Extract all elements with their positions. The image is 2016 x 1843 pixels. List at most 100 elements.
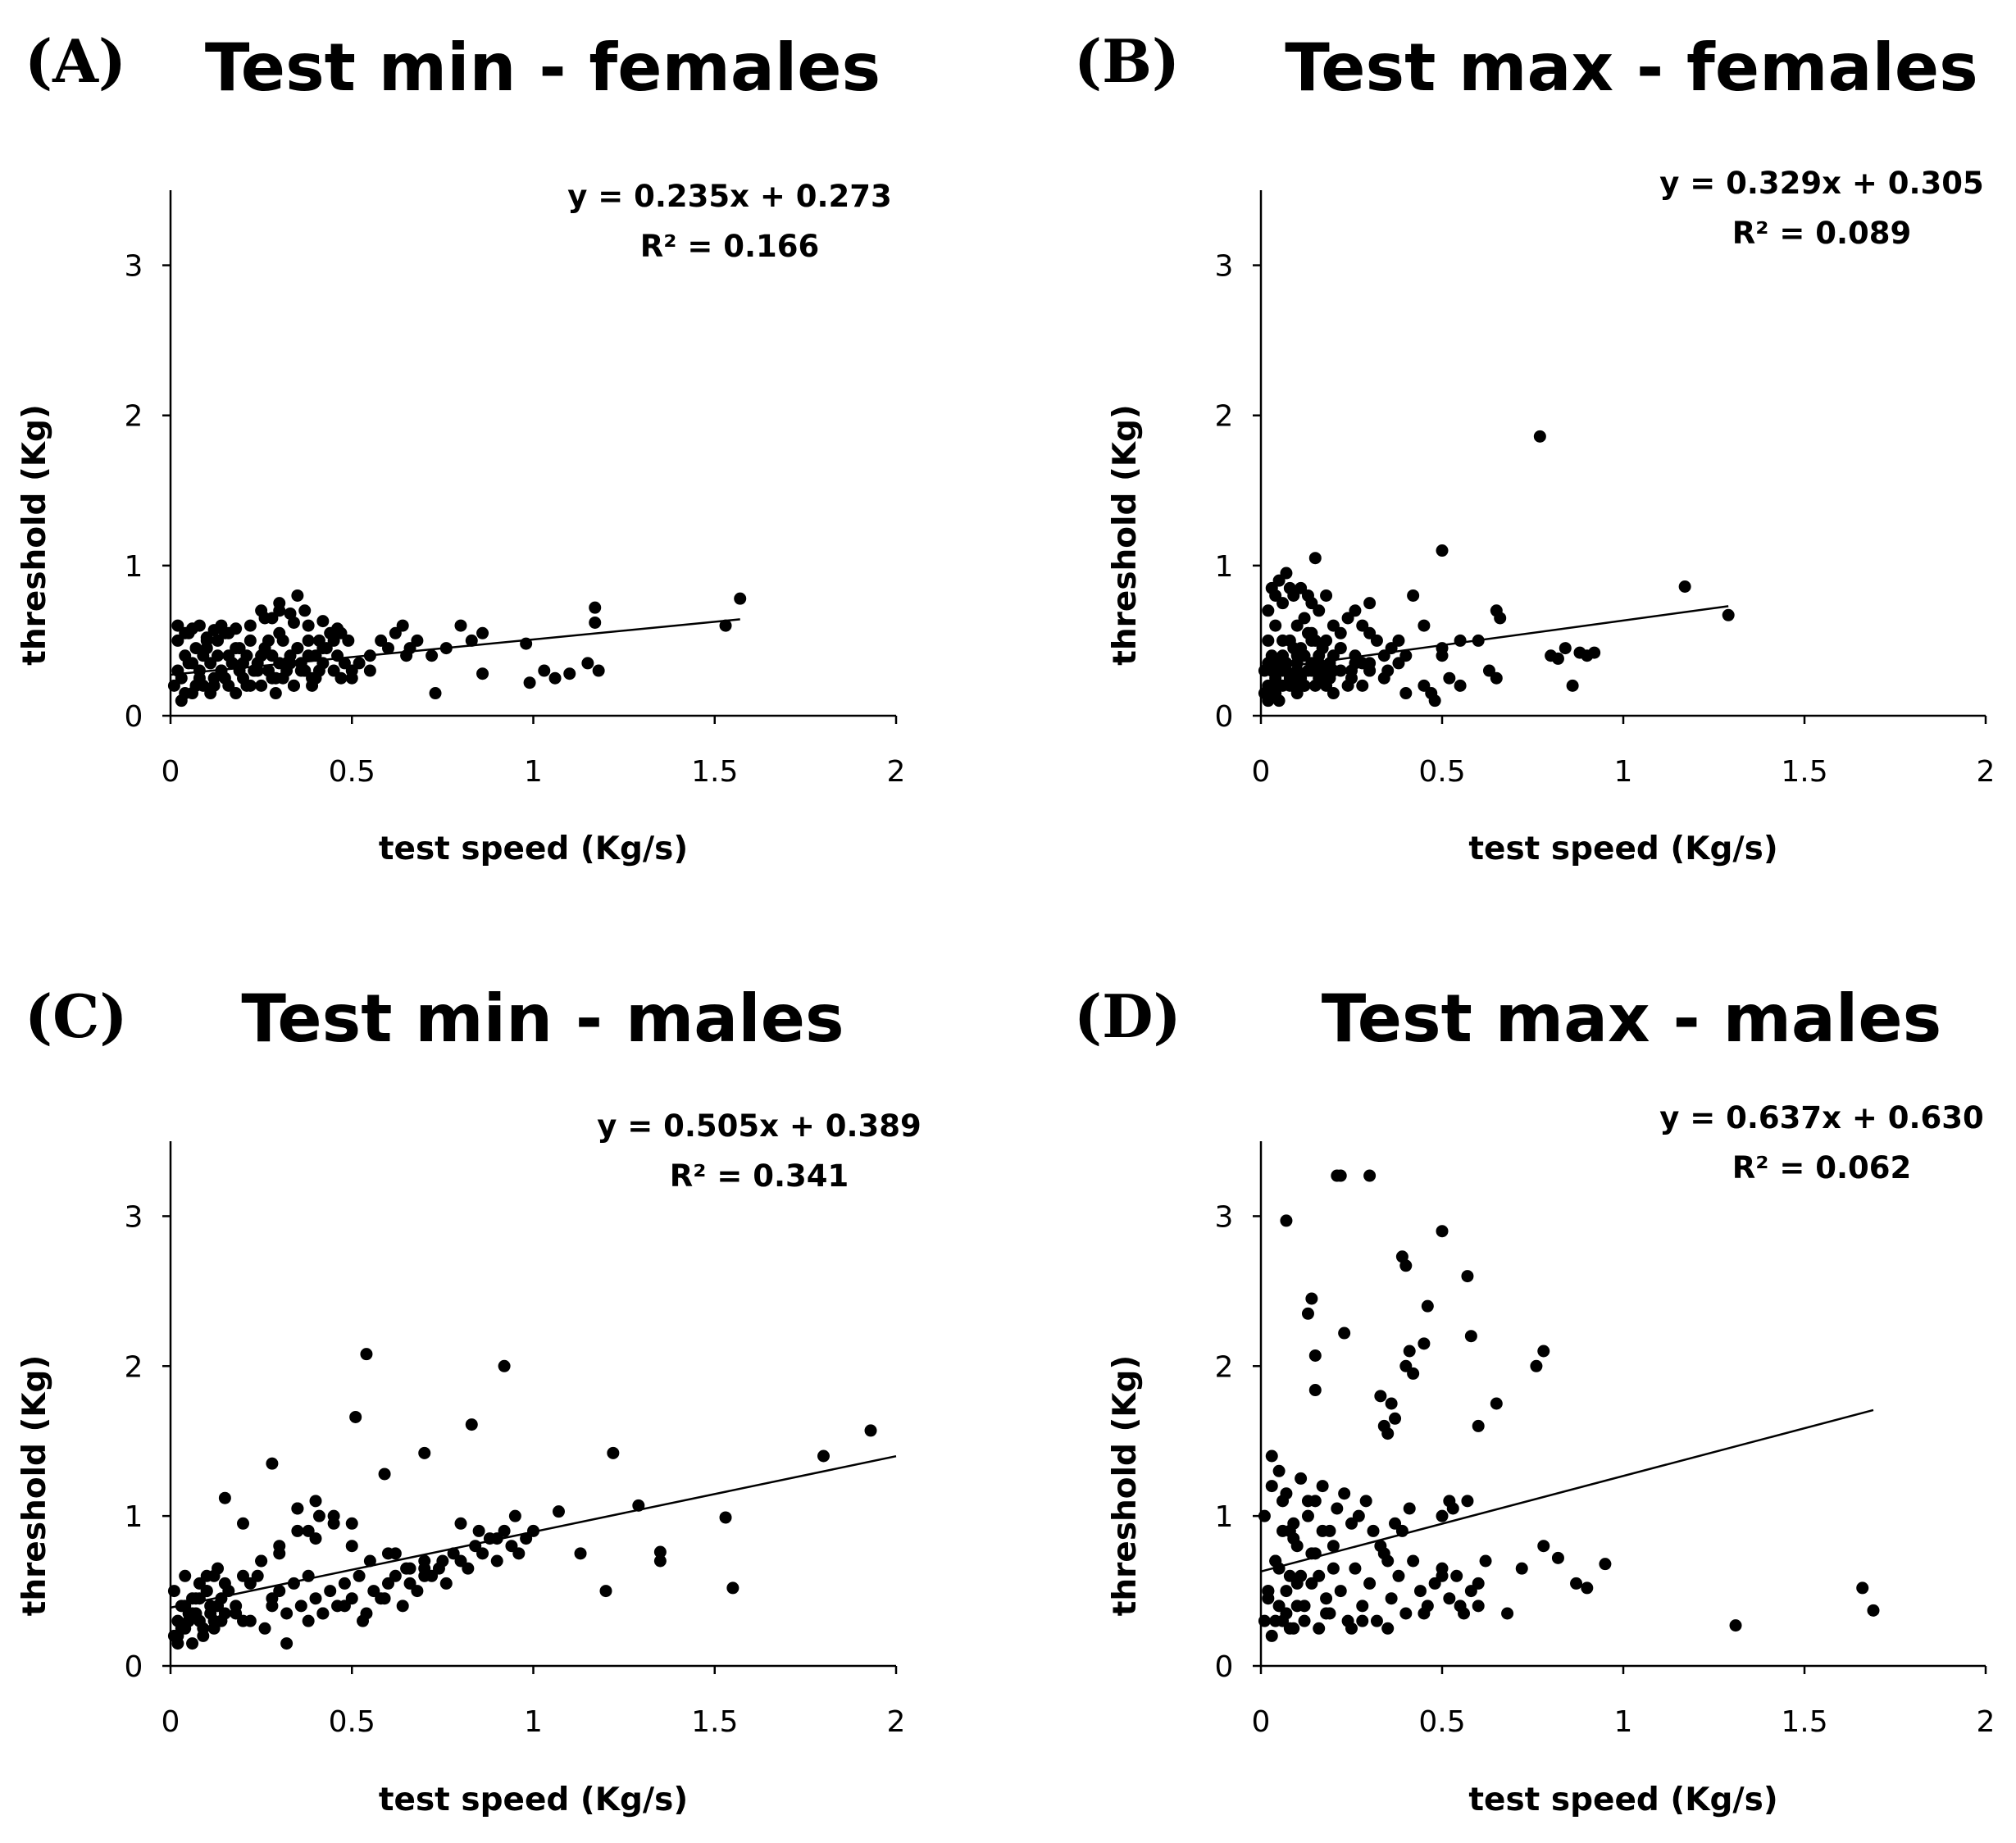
panel-c-data-point: [167, 1585, 180, 1598]
panel-d-data-point: [1349, 1562, 1362, 1575]
panel-c-data-point: [454, 1517, 467, 1530]
panel-b-data-point: [1356, 679, 1369, 692]
panel-c-y-axis-label: threshold (Kg): [16, 1355, 53, 1617]
panel-c-data-point: [349, 1410, 362, 1423]
panel-d-data-point: [1436, 1509, 1449, 1522]
panel-d-data-point: [1443, 1592, 1456, 1605]
panel-d-data-point: [1331, 1502, 1344, 1515]
panel-c-data-point: [266, 1600, 279, 1613]
panel-a-data-point: [592, 664, 605, 677]
panel-b-data-point: [1313, 649, 1326, 662]
panel-d-data-point: [1280, 1585, 1293, 1598]
panel-b-data-point: [1425, 687, 1438, 700]
panel-c-data-point: [186, 1637, 199, 1650]
panel-b-y-tick-label: 3: [1215, 250, 1234, 284]
panel-d-data-point: [1374, 1540, 1387, 1553]
panel-c-data-point: [280, 1637, 294, 1650]
panel-d-data-point: [1359, 1495, 1372, 1508]
panel-d-data-point: [1421, 1299, 1434, 1313]
panel-b-data-point: [1363, 597, 1377, 610]
panel-d-data-point: [1443, 1495, 1456, 1508]
panel-d-data-point: [1298, 1614, 1311, 1627]
panel-a-data-point: [287, 679, 300, 692]
panel-a-data-point: [237, 657, 249, 670]
panel-b-data-point: [1327, 687, 1340, 700]
panel-d: (D) Test max - males 0 1 2 3 0 0.5 1 1.5 2 test spe…: [1074, 981, 1995, 1818]
panel-b-x-tick-label: 2: [1977, 755, 1996, 789]
panel-d-data-point: [1331, 1169, 1344, 1182]
panel-d-data-point: [1280, 1214, 1293, 1227]
panel-c-data-point: [237, 1569, 249, 1582]
panel-c-data-point: [309, 1592, 322, 1605]
panel-a-data-point: [563, 667, 576, 680]
panel-c-data-point: [302, 1524, 315, 1537]
panel-a-data-point: [189, 679, 203, 692]
panel-a-x-tick-label: 1.5: [691, 755, 738, 789]
panel-c-data-point: [327, 1509, 340, 1522]
panel-b-data-point: [1392, 634, 1405, 647]
panel-d-data-point: [1258, 1509, 1271, 1522]
panel-b-data-point: [1320, 634, 1333, 647]
panel-b-y-axis-label: threshold (Kg): [1107, 404, 1144, 666]
panel-b-data-point: [1454, 679, 1467, 692]
panel-b-data-point: [1490, 671, 1503, 685]
panel-d-data-point: [1454, 1600, 1467, 1613]
panel-d-data-point: [1262, 1585, 1275, 1598]
panel-b-trendline: [1260, 605, 1729, 671]
panel-d-data-point: [1370, 1614, 1383, 1627]
panel-d-data-point: [1363, 1577, 1377, 1590]
panel-c-equation: y = 0.505x + 0.389: [597, 1108, 922, 1144]
panel-b-data-point: [1559, 642, 1572, 655]
panel-a-r-squared: R² = 0.166: [640, 229, 820, 264]
panel-c-data-point: [498, 1359, 511, 1372]
panel-d-data-point: [1856, 1581, 1869, 1595]
panel-d-data-point: [1367, 1524, 1380, 1537]
panel-d-trendline: [1260, 1408, 1874, 1573]
panel-a-x-tick-label: 0: [162, 755, 180, 789]
panel-c-data-point: [476, 1547, 489, 1560]
panel-d-data-point: [1320, 1592, 1333, 1605]
panel-d-data-point: [1301, 1509, 1314, 1522]
panel-d-data-point: [1403, 1502, 1416, 1515]
panel-b-data-point: [1305, 634, 1318, 647]
panel-c-data-point: [363, 1554, 376, 1568]
panel-a-data-point: [273, 626, 286, 639]
panel-c-data-point: [179, 1622, 192, 1635]
panel-c-x-axis-label: test speed (Kg/s): [379, 1782, 688, 1818]
panel-a-data-point: [719, 619, 732, 632]
panel-d-x-axis-label: test speed (Kg/s): [1468, 1782, 1777, 1818]
panel-a-data-point: [193, 619, 206, 632]
panel-d-data-point: [1867, 1604, 1880, 1617]
panel-c-data-point: [273, 1547, 286, 1560]
panel-c-data-point: [436, 1554, 449, 1568]
panel-d-data-point: [1461, 1495, 1474, 1508]
panel-c-data-point: [243, 1614, 257, 1627]
panel-c-data-point: [204, 1600, 217, 1613]
panel-b-x-tick-label: 1.5: [1781, 755, 1827, 789]
panel-d-x-tick-label: 1: [1614, 1705, 1633, 1739]
panel-d-x-tick-label: 0.5: [1418, 1705, 1465, 1739]
panel-c-data-point: [237, 1517, 249, 1530]
panel-b-data-point: [1566, 679, 1579, 692]
panel-d-data-point: [1265, 1629, 1278, 1642]
panel-d-data-point: [1313, 1569, 1326, 1582]
panel-d-data-point: [1272, 1464, 1286, 1477]
panel-d-data-point: [1338, 1327, 1351, 1340]
panel-d-data-point: [1363, 1169, 1377, 1182]
panel-a-data-point: [476, 626, 489, 639]
panel-d-data-point: [1389, 1412, 1402, 1425]
panel-d-data-point: [1464, 1330, 1477, 1343]
panel-c-data-point: [389, 1569, 402, 1582]
panel-b-x-axis-label: test speed (Kg/s): [1468, 830, 1777, 867]
panel-d-data-point: [1436, 1225, 1449, 1238]
panel-c-data-point: [280, 1607, 294, 1620]
panel-c-data-point: [316, 1607, 330, 1620]
panel-d-data-point: [1501, 1607, 1514, 1620]
panel-a-letter: (A): [25, 26, 126, 96]
panel-d-data-point: [1323, 1524, 1336, 1537]
panel-d-data-point: [1287, 1517, 1300, 1530]
panel-d-data-point: [1537, 1540, 1550, 1553]
panel-d-data-point: [1258, 1614, 1271, 1627]
panel-c-data-point: [653, 1545, 667, 1559]
